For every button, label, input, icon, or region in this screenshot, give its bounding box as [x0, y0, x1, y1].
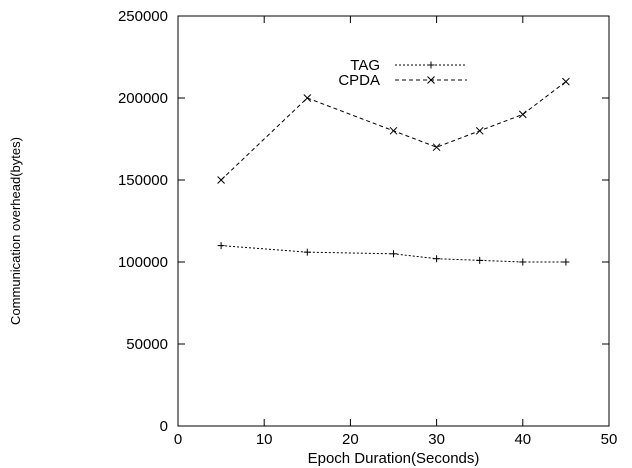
y-tick-label: 100000: [118, 254, 168, 271]
cpda-data-point: [475, 126, 484, 135]
cpda-marker-d2: [518, 110, 527, 119]
cpda-marker-d2: [217, 176, 225, 184]
legend-item-tag: TAG: [350, 57, 467, 74]
cpda-data-point: [303, 94, 312, 102]
tag-data-point: [476, 256, 484, 264]
y-tick-label: 250000: [118, 8, 168, 25]
tag-data-point: [303, 248, 311, 256]
y-tick-label: 150000: [118, 172, 168, 189]
y-tick-label: 0: [160, 418, 168, 435]
legend-marker-cpda-d2: [427, 76, 435, 84]
cpda-marker-d2: [389, 126, 398, 135]
x-tick-label: 40: [514, 431, 531, 448]
x-tick-label: 20: [342, 431, 359, 448]
axis-tick-labels: 0 10 20 30 40 50 0 50000 100000 150000 200000 25000…: [118, 8, 617, 448]
cpda-marker-d2: [303, 94, 312, 102]
tag-data-point: [519, 258, 527, 266]
tag-data-point: [433, 255, 441, 263]
x-tick-label: 30: [428, 431, 445, 448]
legend-label-tag: TAG: [350, 57, 380, 74]
cpda-data-point: [562, 77, 570, 86]
x-tick-label: 0: [174, 431, 182, 448]
cpda-marker-d2: [562, 77, 570, 86]
legend-label-cpda: CPDA: [338, 72, 380, 89]
cpda-marker-d2: [432, 143, 441, 152]
tag-data-point: [217, 242, 225, 250]
axis-ticks: [177, 15, 610, 427]
x-axis-title: Epoch Duration(Seconds): [308, 450, 480, 467]
cpda-data-point: [432, 143, 441, 152]
cpda-data-point: [217, 176, 225, 184]
x-tick-label: 10: [256, 431, 273, 448]
cpda-data-point: [389, 126, 398, 135]
tag-data-point: [562, 258, 570, 266]
series-tag: [217, 242, 570, 266]
legend-item-cpda: CPDA: [338, 72, 467, 89]
cpda-data-point: [518, 110, 527, 119]
cpda-marker-d2: [475, 126, 484, 135]
plot-area-border: [177, 15, 610, 427]
y-tick-label: 50000: [126, 336, 168, 353]
y-tick-label: 200000: [118, 90, 168, 107]
y-axis-title: Communication overhead(bytes): [8, 137, 23, 325]
plot-frame: [177, 15, 610, 427]
x-tick-label: 50: [601, 431, 618, 448]
series-lines: [217, 77, 570, 266]
series-cpda: [217, 77, 570, 184]
tag-data-point: [390, 250, 397, 258]
